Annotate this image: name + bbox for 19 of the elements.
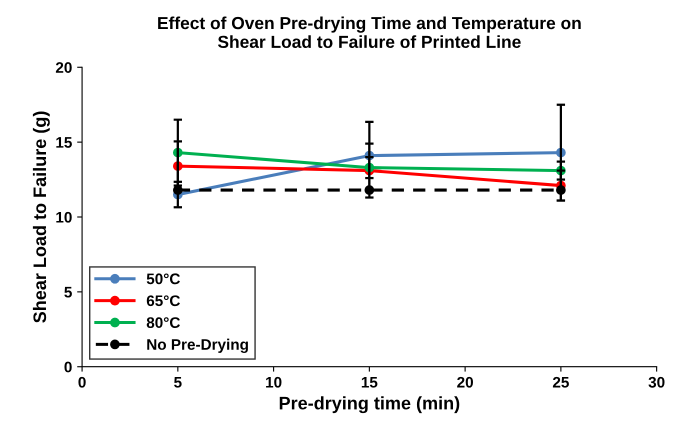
x-tick-label: 15: [362, 377, 378, 388]
legend-label: 80°C: [146, 317, 180, 328]
chart-title: Effect of Oven Pre-drying Time and Temperature on Shear Load to Failure of Printed Line: [158, 16, 581, 48]
x-tick-label: 30: [648, 376, 665, 388]
x-tick-label: 20: [457, 376, 473, 388]
x-tick-label: 25: [552, 376, 569, 388]
legend-label: 65°C: [146, 295, 180, 306]
y-tick-label: 15: [56, 137, 72, 148]
y-tick-label: 10: [56, 212, 72, 223]
y-axis-title: Shear Load to Failure (g): [32, 112, 50, 323]
x-tick-label: 10: [266, 376, 282, 388]
legend-label: No Pre-Drying: [147, 338, 248, 353]
y-tick-label: 5: [64, 286, 72, 298]
legend-label: 50°C: [146, 273, 180, 284]
x-tick-label: 0: [78, 376, 86, 388]
x-axis-title: Pre-drying time (min): [280, 396, 460, 414]
y-tick-label: 20: [56, 62, 72, 73]
x-tick-label: 5: [174, 377, 182, 388]
y-tick-label: 0: [64, 362, 72, 372]
